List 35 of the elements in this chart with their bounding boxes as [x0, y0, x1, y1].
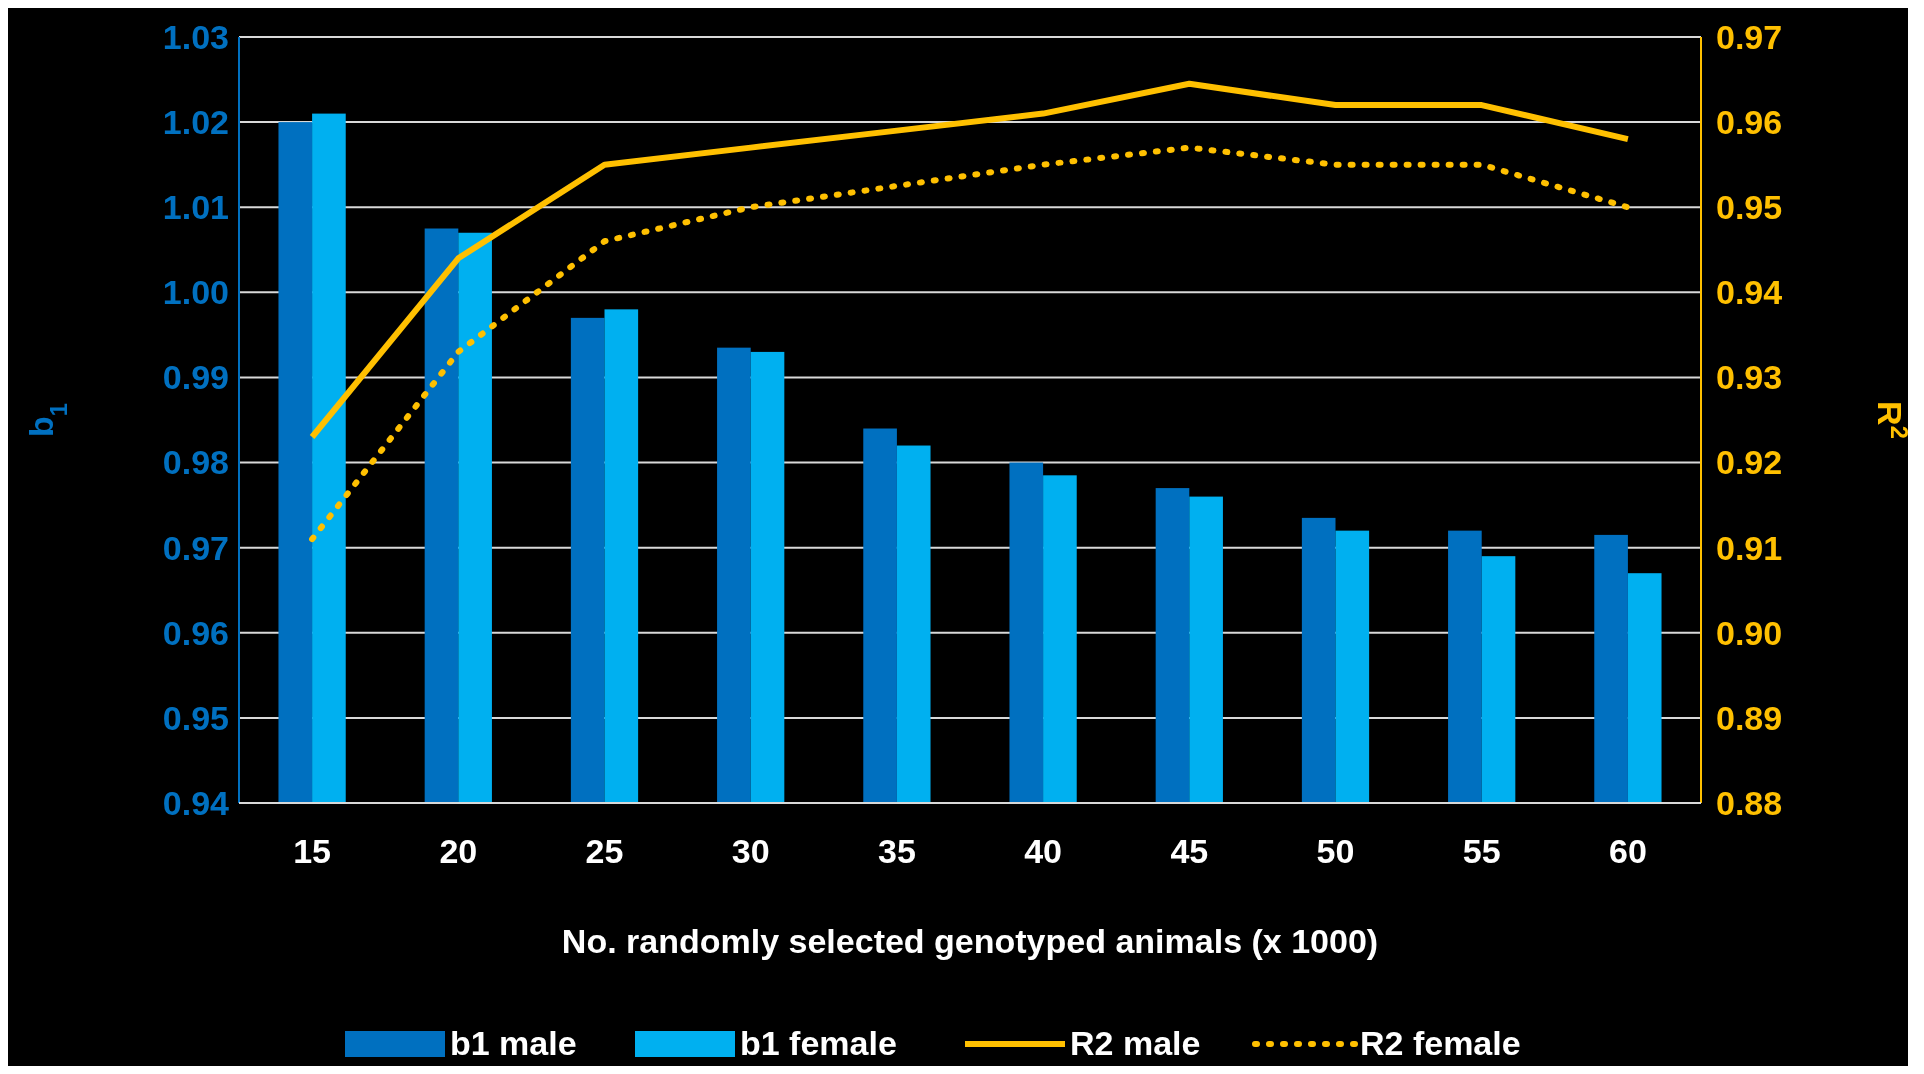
x-tick-label: 25	[585, 832, 624, 870]
y-tick-label: 0.94	[162, 783, 230, 822]
x-tick-label: 45	[1170, 832, 1209, 870]
x-tick-label: 20	[439, 832, 478, 870]
y-tick-label: 0.99	[162, 358, 229, 397]
y-tick-label: 1.02	[162, 103, 229, 142]
y-tick-label: 0.98	[162, 443, 229, 482]
y-tick-label: 0.97	[162, 528, 229, 567]
y-tick-label: 0.95	[162, 698, 229, 737]
legend-label: b1 male	[450, 1024, 577, 1062]
y2-tick-label: 0.93	[1716, 358, 1783, 397]
y2-tick-label: 0.90	[1716, 613, 1783, 652]
y-tick-label: 1.01	[162, 188, 229, 227]
y2-tick-label: 0.95	[1716, 188, 1783, 227]
x-axis-title: No. randomly selected genotyped animals (x 1000)	[561, 922, 1379, 960]
x-tick-label: 55	[1462, 832, 1501, 870]
y2-tick-label: 0.96	[1716, 103, 1783, 142]
y2-tick-label: 0.88	[1716, 783, 1783, 822]
y-tick-label: 0.96	[162, 613, 229, 652]
legend-label: R2 male	[1070, 1024, 1201, 1062]
x-tick-label: 15	[293, 832, 332, 870]
legend-label: b1 female	[740, 1024, 897, 1062]
y2-tick-label: 0.89	[1716, 698, 1783, 737]
x-tick-label: 35	[877, 832, 916, 870]
y2-tick-label: 0.92	[1716, 443, 1783, 482]
x-tick-label: 30	[731, 832, 770, 870]
y-tick-label: 1.00	[162, 273, 229, 312]
y-tick-label: 1.03	[162, 17, 229, 56]
y2-tick-label: 0.94	[1716, 273, 1783, 312]
legend-label: R2 female	[1360, 1024, 1521, 1062]
x-tick-label: 40	[1024, 832, 1063, 870]
y2-tick-label: 0.91	[1716, 528, 1783, 567]
y2-tick-label: 0.97	[1716, 17, 1783, 56]
x-tick-label: 60	[1608, 832, 1647, 870]
x-tick-label: 50	[1316, 832, 1355, 870]
